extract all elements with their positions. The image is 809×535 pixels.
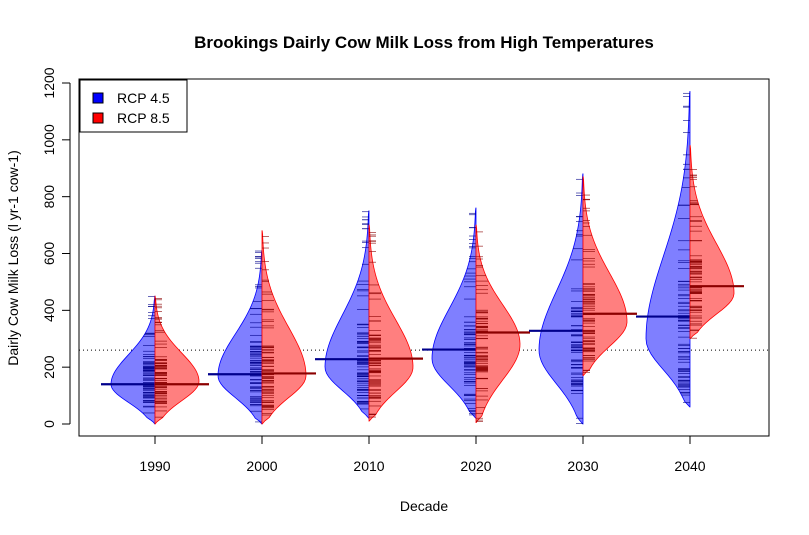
legend-swatch-rcp45 <box>92 92 104 104</box>
x-tick-label: 2020 <box>460 458 491 474</box>
x-tick-label: 1990 <box>139 458 170 474</box>
y-axis: 0 200 400 600 800 1000 1200 <box>41 67 71 428</box>
legend-swatch-rcp85 <box>92 112 104 124</box>
x-tick-label: 2000 <box>246 458 277 474</box>
y-tick-label: 800 <box>41 185 57 209</box>
y-tick-label: 400 <box>41 298 57 322</box>
legend-label-rcp85: RCP 8.5 <box>117 110 170 126</box>
chart-title: Brookings Dairly Cow Milk Loss from High… <box>194 33 654 52</box>
violin-rcp85-2030 <box>582 176 628 377</box>
plot-content <box>79 91 769 425</box>
violin-rcp45-1990 <box>110 295 156 425</box>
violin-rcp85-2020 <box>475 224 521 423</box>
y-tick-label: 200 <box>41 355 57 379</box>
y-tick-label: 600 <box>41 242 57 266</box>
violin-rcp85-2000 <box>261 230 307 425</box>
y-tick-label: 1000 <box>41 124 57 155</box>
violin-rcp45-2020 <box>431 207 477 419</box>
x-tick-label: 2010 <box>353 458 384 474</box>
x-axis-label: Decade <box>400 498 448 514</box>
legend: RCP 4.5 RCP 8.5 <box>79 79 188 133</box>
legend-label-rcp45: RCP 4.5 <box>117 90 170 106</box>
violin-rcp85-2010 <box>368 224 414 422</box>
x-axis: 1990 2000 2010 2020 2030 2040 <box>139 435 706 474</box>
y-tick-label: 1200 <box>41 67 57 98</box>
violin-rcp45-2000 <box>217 250 263 425</box>
y-tick-label: 0 <box>41 420 57 428</box>
x-tick-label: 2030 <box>567 458 598 474</box>
violin-rcp45-2030 <box>538 173 584 425</box>
violin-rcp85-2040 <box>689 145 735 340</box>
plot-frame <box>78 78 770 437</box>
y-axis-label: Dairly Cow Milk Loss (l yr-1 cow-1) <box>5 150 21 365</box>
violin-rcp45-2010 <box>324 210 370 419</box>
x-tick-label: 2040 <box>674 458 705 474</box>
violin-rcp45-2040 <box>645 91 691 408</box>
